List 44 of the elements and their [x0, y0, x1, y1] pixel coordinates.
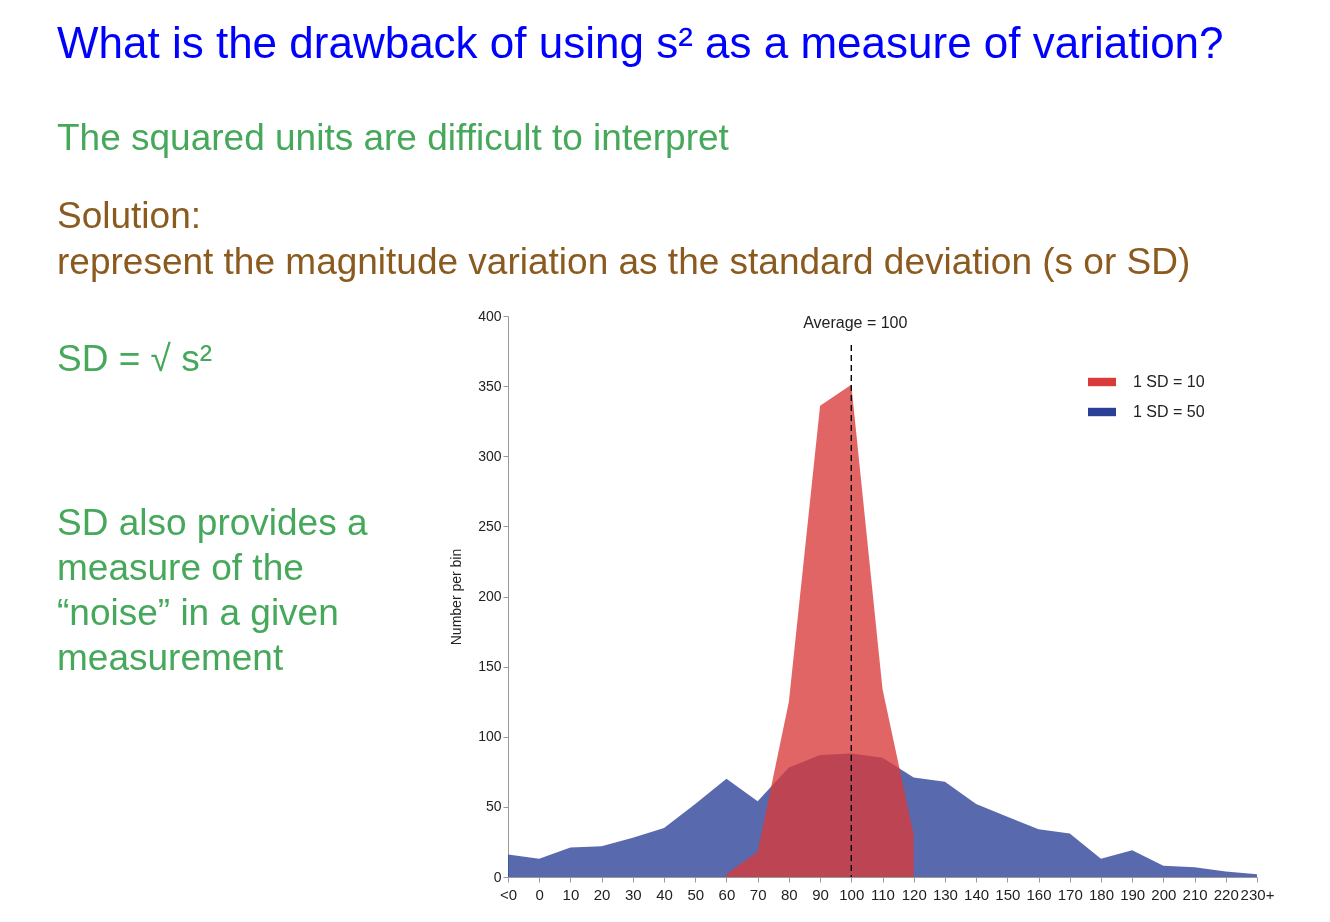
chart-title: What is the drawback of using s² as a measure of variation?: [57, 18, 1224, 67]
legend-label: 1 SD = 50: [1133, 403, 1205, 420]
x-tick-label: 170: [1057, 885, 1083, 903]
text: Solution:: [57, 195, 201, 236]
x-tick-label: 100: [839, 885, 865, 903]
y-tick-label: 350: [478, 377, 502, 394]
y-tick-label: 0: [493, 868, 502, 885]
x-tick-label: 190: [1120, 885, 1146, 903]
y-tick-label: 400: [478, 307, 502, 324]
x-tick-label: <0: [499, 885, 518, 903]
x-tick-label: 60: [718, 885, 736, 903]
x-tick-label: 210: [1182, 885, 1208, 903]
x-tick-label: 10: [562, 885, 580, 903]
ref-line-label: Average = 100: [803, 314, 908, 331]
x-tick-label: 20: [593, 885, 611, 903]
x-tick-label: 70: [749, 885, 767, 903]
text: SD = √ s²: [57, 338, 212, 379]
x-tick-label: 90: [812, 885, 829, 903]
x-tick-label: 50: [687, 885, 705, 903]
x-tick-label: 130: [932, 885, 958, 903]
text: represent the magnitude variation as the standard deviation (s or SD): [57, 241, 1191, 282]
x-tick-label: 180: [1088, 885, 1114, 903]
y-tick-label: 300: [478, 447, 502, 464]
x-tick-label: 80: [781, 885, 798, 903]
y-tick-label: 250: [478, 517, 502, 534]
x-tick-label: 140: [964, 885, 990, 903]
x-tick-label: 160: [1026, 885, 1052, 903]
y-axis-title: Number per bin: [448, 548, 465, 646]
y-tick-label: 50: [485, 798, 502, 815]
x-tick-label: 0: [535, 885, 544, 903]
x-tick-label: 220: [1213, 885, 1239, 903]
x-tick-label: 230+: [1240, 885, 1275, 903]
x-tick-label: 200: [1151, 885, 1177, 903]
x-tick-label: 40: [656, 885, 673, 903]
x-tick-label: 110: [871, 885, 895, 903]
text: SD also provides a measure of the “noise” in a given measurement: [57, 502, 368, 678]
y-tick-label: 200: [478, 588, 502, 604]
x-tick-label: 150: [995, 885, 1021, 903]
chart-subtitle: The squared units are difficult to interpret: [57, 117, 730, 158]
y-tick-label: 150: [478, 658, 502, 675]
y-tick-label: 100: [478, 728, 502, 745]
x-tick-label: 30: [624, 885, 642, 903]
x-tick-label: 120: [901, 885, 927, 903]
legend-label: 1 SD = 10: [1133, 373, 1205, 390]
